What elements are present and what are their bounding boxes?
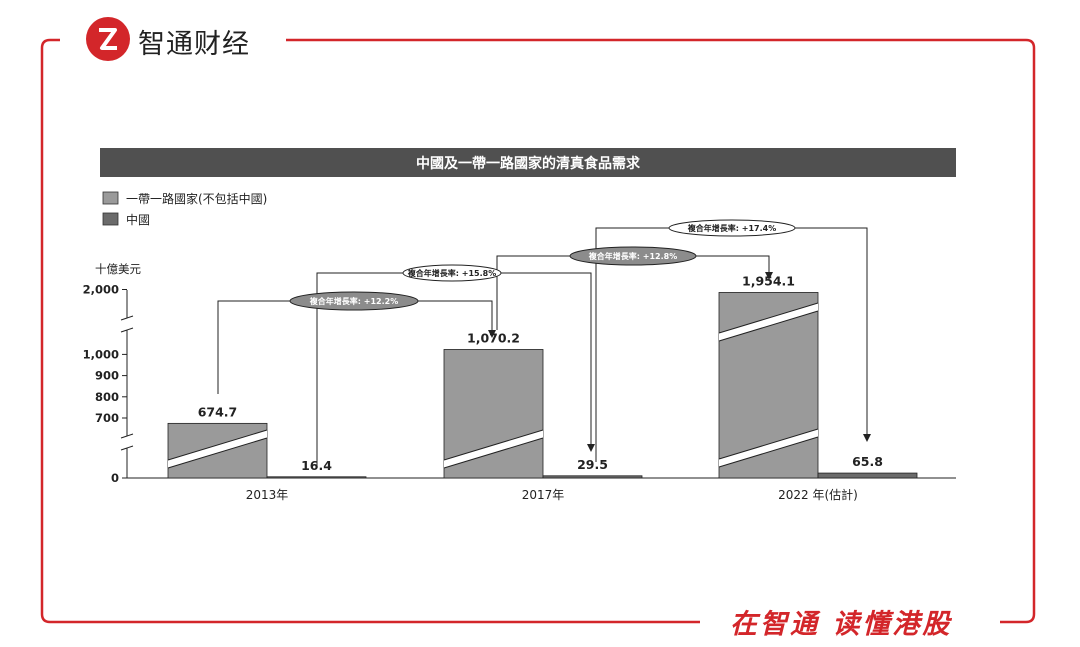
cagr-arrow-head [587,444,595,452]
brand-logo: 智通财经 [86,14,286,64]
y-axis-break-mark [120,445,134,451]
y-axis-break-mark [120,327,134,333]
cagr-badge [668,219,796,237]
y-axis-break-mark [120,433,134,439]
cagr-badge [569,246,697,266]
y-tick-label: 2,000 [83,283,119,297]
cagr-label: 複合年增長率: +15.8% [407,268,496,278]
bar-break-band [719,429,818,467]
bar [817,472,918,479]
legend-label: 一帶一路國家(不包括中國) [126,191,267,206]
slogan-block: 在智通 读懂港股 [700,598,1000,642]
y-tick-label: 1,000 [83,347,119,361]
x-tick-label: 2013年 [246,488,289,502]
legend-label: 中國 [126,212,150,227]
y-axis-label: 十億美元 [95,262,141,276]
cagr-arrow-head [765,272,773,280]
bar-value-label: 1,070.2 [467,330,520,345]
bar [542,475,643,479]
brand-name: 智通财经 [138,29,250,60]
bar-break-line [443,437,544,469]
y-tick-label: 800 [95,390,119,404]
legend-swatch [102,212,119,226]
cagr-label: 複合年增長率: +12.2% [309,296,398,306]
y-axis-break-mark [120,315,134,321]
slogan: 在智通 读懂港股 [730,609,953,640]
bar-value-label: 29.5 [577,457,608,472]
bar-break-line [167,429,268,461]
legend-swatch [102,191,119,205]
bar-break-line [718,428,819,460]
cagr-badge [402,264,502,282]
title-banner [100,148,956,177]
bar [266,476,367,479]
y-tick-label: 900 [95,369,119,383]
bar-value-label: 674.7 [198,404,238,419]
cagr-label: 複合年增長率: +17.4% [687,223,776,233]
bar-break-band [444,430,543,468]
bar-value-label: 1,954.1 [742,273,795,288]
y-tick-label: 700 [95,411,119,425]
brand-logo-icon [86,17,130,61]
y-tick-label: 0 [111,471,119,485]
cagr-arrow-head [863,434,871,442]
bar-break-line [443,429,544,461]
x-tick-label: 2017年 [522,488,565,502]
bar-break-line [718,310,819,342]
cagr-arrow-head [488,330,496,338]
bar-break-band [719,303,818,341]
bar-break-band [168,430,267,468]
cagr-badge [289,291,419,311]
chart-title: 中國及一帶一路國家的清真食品需求 [416,155,641,172]
bar-break-line [718,302,819,334]
bar-break-line [167,437,268,469]
cagr-label: 複合年增長率: +12.8% [588,251,677,261]
x-tick-label: 2022 年(估計) [778,487,858,502]
bar-value-label: 65.8 [852,454,883,469]
bar-break-line [718,436,819,468]
